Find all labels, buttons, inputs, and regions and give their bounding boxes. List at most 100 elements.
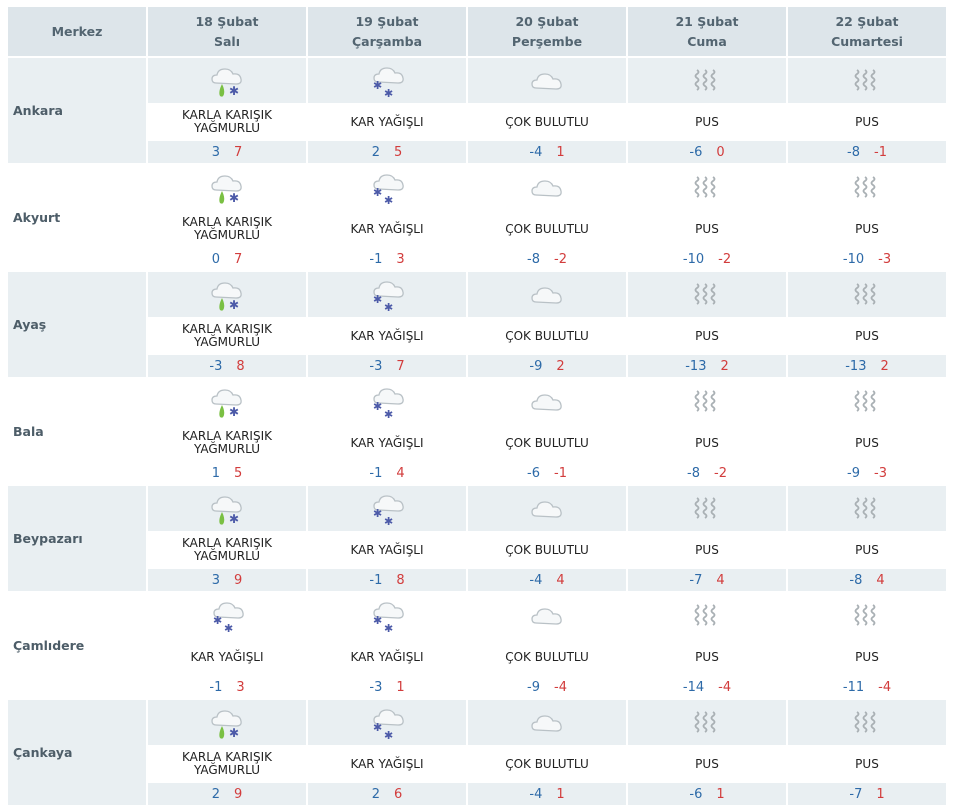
icon-row: [788, 272, 946, 317]
max-temp: -2: [718, 251, 732, 267]
cloud-icon: [531, 286, 562, 304]
icon-row: [788, 700, 946, 745]
fog-icon: [694, 282, 716, 305]
forecast-cell: PUS -8 -2: [628, 379, 786, 484]
fog-icon: [694, 496, 716, 519]
svg-text:✱: ✱: [213, 614, 222, 627]
max-temp: 4: [876, 572, 885, 588]
svg-text:✱: ✱: [384, 87, 393, 100]
forecast-cell: ✱ ✱ KAR YAĞIŞLI 2 5: [308, 58, 466, 163]
condition-text: PUS: [788, 424, 946, 462]
cloud-icon: [531, 500, 562, 518]
snow-icon: ✱✱: [213, 601, 244, 635]
svg-text:✱: ✱: [229, 512, 239, 526]
condition-text: KAR YAĞIŞLI: [308, 317, 466, 355]
city-name: Ayaş: [8, 272, 146, 377]
min-temp: 3: [211, 144, 220, 160]
max-temp: -2: [714, 465, 727, 481]
max-temp: 9: [234, 572, 243, 588]
temperature-row: -14 -4: [628, 676, 786, 698]
max-temp: 7: [234, 144, 243, 160]
min-temp: -7: [849, 786, 863, 802]
max-temp: 1: [556, 786, 565, 802]
min-temp: 0: [211, 251, 220, 267]
min-temp: -9: [529, 358, 543, 374]
temperature-row: -1 8: [308, 569, 466, 591]
snow-icon: ✱✱: [373, 494, 404, 528]
min-temp: -3: [369, 679, 383, 695]
city-row: Ankara ✱ KARLA KARIŞIK YAĞMURLU 3 7 ✱ ✱ KAR YAĞ…: [8, 58, 946, 163]
snow-icon: ✱✱: [373, 173, 404, 207]
temperature-row: -9 2: [468, 355, 626, 377]
svg-text:✱: ✱: [384, 194, 393, 207]
fog-icon: [694, 710, 716, 733]
temperature-row: -4 1: [468, 783, 626, 805]
snow-icon: ✱✱: [373, 66, 404, 100]
max-temp: 1: [716, 786, 725, 802]
temperature-row: -7 1: [788, 783, 946, 805]
icon-row: [468, 58, 626, 103]
condition-text: KAR YAĞIŞLI: [308, 745, 466, 783]
icon-row: [628, 58, 786, 103]
svg-text:✱: ✱: [373, 400, 382, 413]
day-header: 21 Şubat Cuma: [628, 7, 786, 56]
forecast-table: Merkez 18 Şubat Salı 19 Şubat Çarşamba 20 …: [8, 7, 946, 805]
condition-text: PUS: [788, 745, 946, 783]
max-temp: -2: [554, 251, 567, 267]
merkez-label: Merkez: [51, 23, 103, 39]
max-temp: 1: [876, 786, 885, 802]
min-temp: -7: [689, 572, 703, 588]
forecast-cell: ✱ KARLA KARIŞIK YAĞMURLU 0 7: [148, 165, 306, 270]
icon-row: ✱ ✱: [148, 593, 306, 638]
forecast-cell: ✱ ✱ KAR YAĞIŞLI 2 6: [308, 700, 466, 805]
min-temp: 2: [211, 786, 220, 802]
max-temp: 8: [236, 358, 245, 374]
forecast-cell: PUS -14 -4: [628, 593, 786, 698]
fog-icon: [854, 710, 876, 733]
snow-icon: ✱✱: [373, 387, 404, 421]
icon-row: ✱ ✱: [308, 272, 466, 317]
fog-icon: [694, 603, 716, 626]
forecast-cell: PUS -10 -3: [788, 165, 946, 270]
max-temp: 5: [394, 144, 403, 160]
forecast-cell: PUS -7 4: [628, 486, 786, 591]
condition-text: KAR YAĞIŞLI: [148, 638, 306, 676]
max-temp: 6: [394, 786, 403, 802]
city-name: Çankaya: [8, 700, 146, 805]
icon-row: ✱ ✱: [308, 379, 466, 424]
condition-text: KAR YAĞIŞLI: [308, 103, 466, 141]
svg-text:✱: ✱: [384, 301, 393, 314]
svg-text:✱: ✱: [373, 507, 382, 520]
forecast-cell: ÇOK BULUTLU -8 -2: [468, 165, 626, 270]
day-header: 18 Şubat Salı: [148, 7, 306, 56]
forecast-cell: ✱ KARLA KARIŞIK YAĞMURLU -3 8: [148, 272, 306, 377]
city-days: ✱ KARLA KARIŞIK YAĞMURLU 3 9 ✱ ✱ KAR YAĞIŞLI -1…: [148, 486, 946, 591]
temperature-row: -1 3: [148, 676, 306, 698]
icon-row: ✱: [148, 700, 306, 745]
icon-row: ✱: [148, 379, 306, 424]
forecast-cell: ✱ ✱ KAR YAĞIŞLI -3 7: [308, 272, 466, 377]
condition-text: PUS: [628, 745, 786, 783]
min-temp: -11: [842, 679, 865, 695]
forecast-cell: ✱ KARLA KARIŞIK YAĞMURLU 3 9: [148, 486, 306, 591]
forecast-cell: PUS -13 2: [788, 272, 946, 377]
icon-row: [628, 165, 786, 210]
icon-row: ✱: [148, 58, 306, 103]
icon-row: ✱ ✱: [308, 486, 466, 531]
icon-row: [788, 165, 946, 210]
forecast-cell: ✱ ✱ KAR YAĞIŞLI -1 3: [148, 593, 306, 698]
condition-text: PUS: [628, 424, 786, 462]
forecast-cell: ÇOK BULUTLU -4 1: [468, 58, 626, 163]
max-temp: 2: [556, 358, 565, 374]
city-days: ✱ KARLA KARIŞIK YAĞMURLU 3 7 ✱ ✱ KAR YAĞIŞLI 2 5…: [148, 58, 946, 163]
min-temp: -3: [369, 358, 383, 374]
min-temp: -4: [529, 786, 543, 802]
city-days: ✱ ✱ KAR YAĞIŞLI -1 3 ✱ ✱ KAR YAĞIŞLI -3 1 ÇOK BULU…: [148, 593, 946, 698]
max-temp: 1: [396, 679, 405, 695]
forecast-cell: ÇOK BULUTLU -6 -1: [468, 379, 626, 484]
min-temp: -6: [527, 465, 540, 481]
forecast-cell: ✱ KARLA KARIŞIK YAĞMURLU 1 5: [148, 379, 306, 484]
forecast-cell: ÇOK BULUTLU -4 1: [468, 700, 626, 805]
